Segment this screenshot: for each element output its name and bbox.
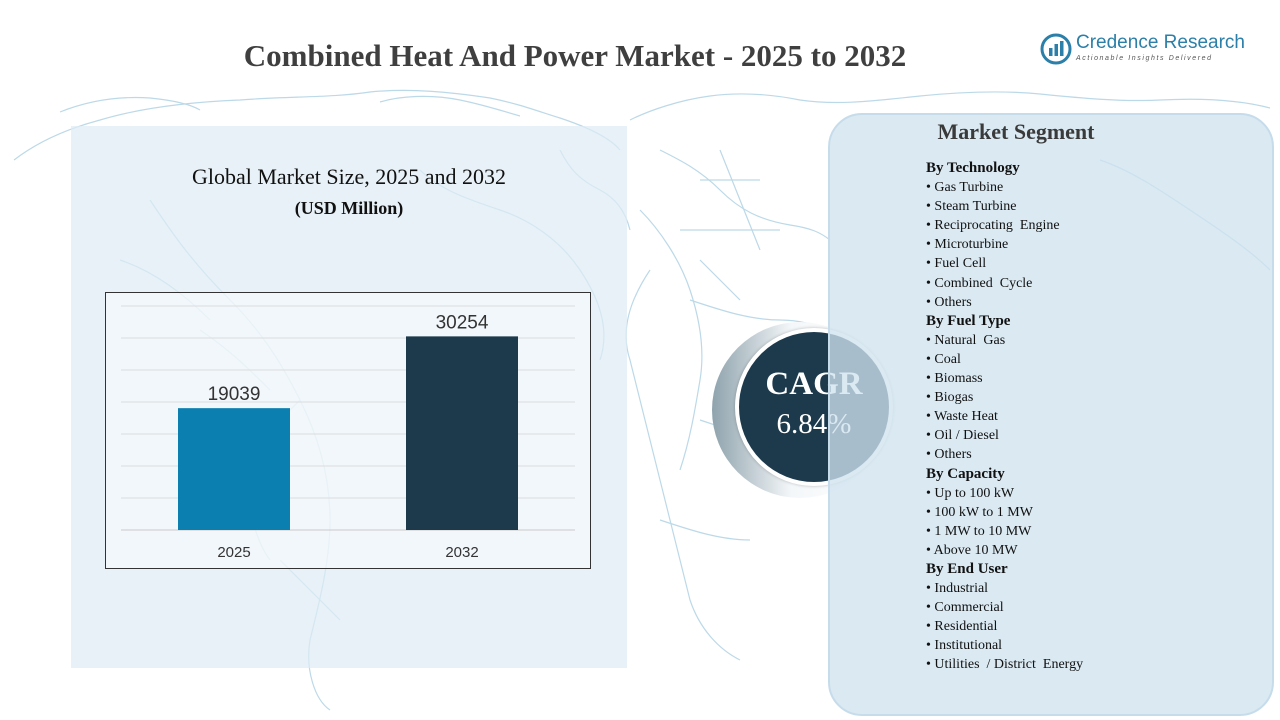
chart-unit: (USD Million) <box>294 198 404 218</box>
data-label-2025: 19039 <box>208 384 261 405</box>
segment-item: • Oil / Diesel <box>926 428 999 444</box>
segment-item: • Gas Turbine <box>926 180 1004 196</box>
segment-item: • Waste Heat <box>926 409 998 425</box>
bar-2032 <box>406 336 518 530</box>
segment-heading-capacity: By Capacity <box>926 465 1005 482</box>
segment-item: • Residential <box>926 619 998 635</box>
logo-tagline: Actionable Insights Delivered <box>1076 55 1213 62</box>
segment-item: • Steam Turbine <box>926 199 1017 215</box>
segment-item: • Biomass <box>926 371 983 387</box>
segment-heading-fuel-type: By Fuel Type <box>926 312 1011 329</box>
segment-heading-end-user: By End User <box>926 560 1008 577</box>
bar-2025 <box>178 408 290 530</box>
chart-title: Global Market Size, 2025 and 2032 <box>191 164 507 189</box>
logo-name: Credence Research <box>1076 32 1245 53</box>
bar-chart: 19039 2025 30254 2032 <box>121 305 575 561</box>
x-tick-label-2025: 2025 <box>217 544 250 561</box>
segment-item: • Others <box>926 447 972 463</box>
segment-item: • Up to 100 kW <box>926 485 1015 501</box>
data-label-2032: 30254 <box>436 312 489 333</box>
segment-heading-technology: By Technology <box>926 160 1020 176</box>
segment-item: • Others <box>926 294 972 310</box>
segment-item: • Above 10 MW <box>926 542 1018 558</box>
page-title: Combined Heat And Power Market - 2025 to… <box>243 38 907 73</box>
market-segment-list: By Technology • Gas Turbine • Steam Turb… <box>926 159 1256 675</box>
segment-item: • Industrial <box>926 581 989 597</box>
segment-item: • Combined Cycle <box>926 275 1033 291</box>
brand-logo: Credence Research Actionable Insights De… <box>1040 30 1260 70</box>
logo-icon <box>1040 33 1072 65</box>
segment-item: • Natural Gas <box>926 332 1006 348</box>
x-tick-label-2032: 2032 <box>445 544 478 561</box>
segment-item: • Microturbine <box>926 237 1009 253</box>
segment-item: • Commercial <box>926 600 1004 616</box>
market-segment-title: Market Segment <box>937 119 1095 144</box>
chart-panel <box>71 126 627 668</box>
segment-item: • Biogas <box>926 390 974 406</box>
market-segment-panel <box>828 113 1274 716</box>
segment-item: • Institutional <box>926 638 1003 654</box>
segment-item: • 100 kW to 1 MW <box>926 504 1033 520</box>
segment-item: • Coal <box>926 351 961 367</box>
segment-item: • Fuel Cell <box>926 256 987 272</box>
segment-item: • 1 MW to 10 MW <box>926 523 1032 539</box>
segment-item: • Utilities / District Energy <box>926 657 1084 673</box>
segment-item: • Reciprocating Engine <box>926 218 1060 234</box>
